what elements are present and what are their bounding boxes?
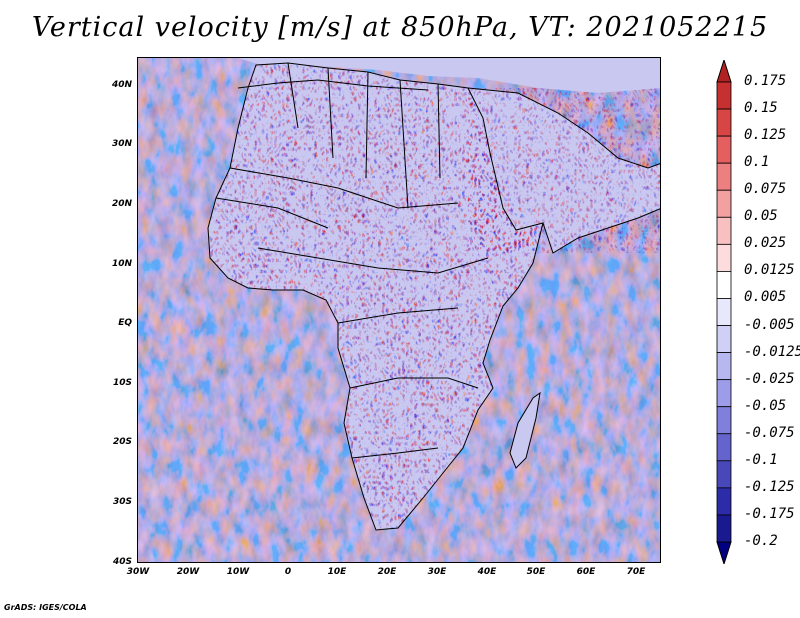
colorbar-tick-label: 0.175 [744,73,787,89]
colorbar-tick-label: -0.075 [744,424,795,441]
lon-label-60e: 60E [576,567,596,577]
colorbar-tick-label: 0.15 [744,100,778,117]
lat-label-30n: 30N [111,139,132,149]
colorbar-swatch [716,379,732,408]
colorbar-swatch [716,162,732,191]
colorbar-swatch [716,216,732,245]
europe-land [238,58,660,93]
colorbar-tick-label: 0.0125 [744,262,795,279]
lon-label-10w: 10W [226,567,250,577]
colorbar-top-arrow [716,60,732,83]
colorbar-tick-label: 0.025 [744,235,787,252]
colorbar-tick-label: 0.125 [744,127,787,144]
madagascar [509,391,541,469]
velocity-field-map [138,58,660,562]
lon-label-30e: 30E [427,567,447,577]
lat-label-40s: 40S [112,557,132,567]
arabia-texture [468,88,660,253]
lat-label-30s: 30S [112,497,132,507]
colorbar-tick-label: 0.1 [744,154,770,171]
lat-label-10s: 10S [112,378,132,388]
colorbar-swatch [716,108,732,137]
colorbar-swatch [716,433,732,462]
lat-label-10n: 10N [111,259,132,269]
grads-credit: GrADS: IGES/COLA [4,603,87,612]
colorbar-tick-label: -0.1 [744,451,778,468]
lon-label-30w: 30W [126,567,150,577]
colorbar-swatch [716,135,732,164]
colorbar-swatch [716,271,732,299]
lon-label-10e: 10E [327,567,347,577]
colorbar-tick-label: -0.0125 [744,343,800,360]
colorbar-tick-label: 0.075 [744,181,787,198]
lat-label-eq: EQ [118,318,132,328]
coastlines [207,62,660,531]
colorbar-tick-label: 0.05 [744,208,778,225]
lon-label-20e: 20E [377,567,397,577]
lon-label-20w: 20W [176,567,200,577]
colorbar-swatch [716,325,732,353]
colorbar-swatch [716,189,732,218]
lat-label-40n: 40N [111,80,132,90]
colorbar-swatch [716,460,732,489]
colorbar-bottom-arrow [716,541,732,564]
colorbar-tick-label: 0.005 [744,289,787,306]
lat-label-20s: 20S [112,437,132,447]
colorbar-swatch [716,352,732,381]
colorbar-swatch [716,487,732,516]
colorbar-swatch [716,406,732,435]
lon-label-50e: 50E [526,567,546,577]
colorbar-tick-label: -0.025 [744,370,795,387]
colorbar-tick-label: -0.175 [744,505,795,522]
chart-title: Vertical velocity [m/s] at 850hPa, VT: 2… [31,12,769,43]
colorbar-swatch [716,81,732,110]
colorbar-swatch [716,243,732,272]
colorbar-tick-label: -0.125 [744,478,795,495]
lat-label-20n: 20N [111,199,132,209]
colorbar-tick-label: -0.005 [744,316,795,333]
colorbar [716,60,732,564]
map-panel [137,57,661,563]
lon-label-40e: 40E [477,567,497,577]
colorbar-swatch [716,298,732,326]
lon-label-0: 0 [284,567,292,577]
lon-label-70e: 70E [626,567,646,577]
colorbar-tick-label: -0.05 [744,397,787,414]
colorbar-swatch [716,514,732,543]
colorbar-tick-label: -0.2 [744,533,778,549]
